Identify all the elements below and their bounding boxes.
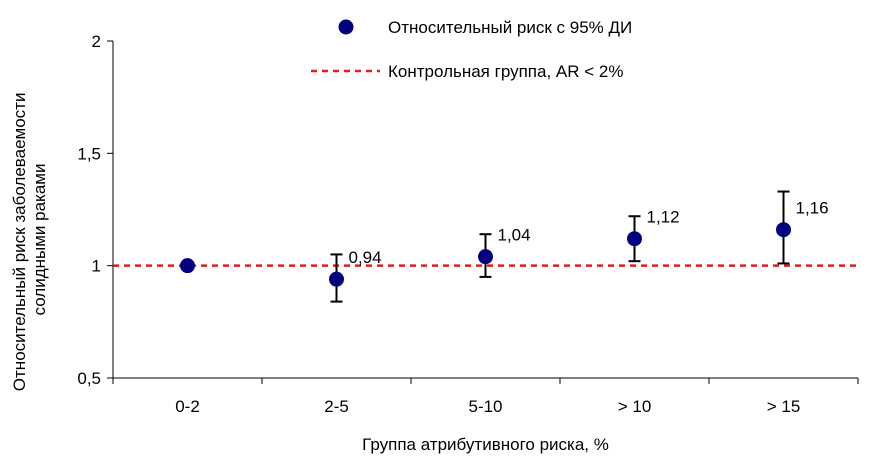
data-label: 1,16 <box>796 199 829 218</box>
y-axis-label-line-1: Относительный риск заболеваемости <box>10 93 29 392</box>
x-tick-label: > 10 <box>618 397 652 416</box>
data-label: 1,12 <box>647 208 680 227</box>
axes <box>107 40 859 384</box>
y-axis-label-line-2: солидными раками <box>30 164 49 316</box>
data-point <box>180 258 195 274</box>
x-tick-label: 0-2 <box>175 397 200 416</box>
y-tick-label: 1 <box>92 257 101 276</box>
x-axis-label: Группа атрибутивного риска, % <box>362 435 609 454</box>
data-label: 0,94 <box>349 248 382 267</box>
y-tick-label: 2 <box>92 32 101 51</box>
data-point <box>776 222 791 238</box>
x-tick-label: 5-10 <box>468 397 502 416</box>
data-points <box>180 222 791 287</box>
y-tick-label: 1,5 <box>77 144 101 163</box>
y-tick-labels: 0,5 1 1,5 2 <box>77 32 101 388</box>
x-tick-labels: 0-2 2-5 5-10 > 10 > 15 <box>175 397 800 416</box>
x-tick-label: 2-5 <box>324 397 349 416</box>
data-label: 1,04 <box>498 226 531 245</box>
legend: Относительный риск с 95% ДИ Контрольная … <box>311 18 632 81</box>
data-point <box>627 231 642 247</box>
y-axis-label: Относительный риск заболеваемости солидн… <box>10 88 49 391</box>
legend-marker-circle <box>338 19 354 35</box>
legend-label-series: Относительный риск с 95% ДИ <box>388 18 632 37</box>
error-bars <box>330 190 790 303</box>
data-point <box>329 271 344 287</box>
x-tick-label: > 15 <box>767 397 801 416</box>
data-labels: 0,94 1,04 1,12 1,16 <box>349 199 829 267</box>
data-point <box>478 249 493 265</box>
y-tick-label: 0,5 <box>77 369 101 388</box>
legend-label-reference: Контрольная группа, AR < 2% <box>388 62 623 81</box>
